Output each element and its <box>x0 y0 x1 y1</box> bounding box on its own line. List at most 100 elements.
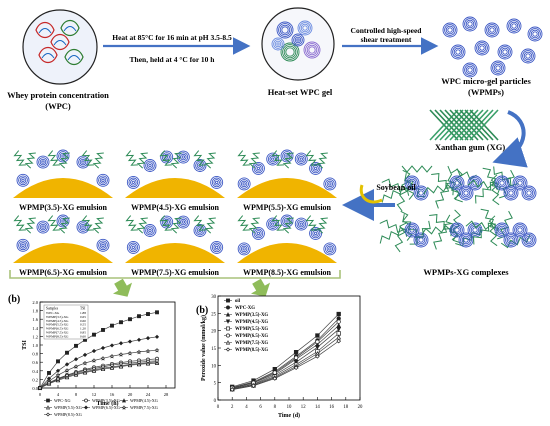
x-tick-label: 16 <box>329 405 334 410</box>
inset-cell: WPC-XG <box>46 311 60 315</box>
series-line <box>232 318 339 388</box>
data-point <box>55 368 61 373</box>
x-tick-label: 20 <box>358 405 363 410</box>
data-point <box>110 323 114 328</box>
y-tick-label: 0.8 <box>32 352 38 357</box>
adsorbed-particle <box>251 161 265 175</box>
data-point <box>82 360 88 366</box>
protein-ribbon <box>50 33 70 51</box>
xg-strand <box>193 215 206 231</box>
xg-strand <box>81 215 94 231</box>
data-point <box>82 370 88 375</box>
complex-particle <box>458 232 474 248</box>
complex-particle <box>521 185 537 201</box>
protein-ribbon <box>38 46 58 64</box>
complex-particle <box>503 185 519 201</box>
y-tick-label: 10 <box>211 364 216 369</box>
data-point <box>118 352 124 357</box>
series-line <box>232 329 339 389</box>
protein-ribbon <box>60 19 80 37</box>
complex-particle <box>458 185 474 201</box>
data-point <box>336 319 341 324</box>
adsorbed-particle <box>294 217 308 231</box>
data-point <box>272 370 277 375</box>
adsorbed-particle <box>36 155 50 169</box>
xg-strand <box>204 152 216 169</box>
data-point <box>225 347 231 352</box>
y-tick-label: 30 <box>211 295 216 300</box>
xg-strand <box>24 217 36 234</box>
oil-droplet <box>125 178 225 198</box>
x-axis-label: Time (d) <box>278 412 300 419</box>
complex-particle <box>413 185 429 201</box>
adsorbed-particle <box>294 152 308 166</box>
xanthan-gum-mesh <box>429 109 499 141</box>
data-point <box>91 366 97 371</box>
protein-ribbon <box>41 53 55 59</box>
y-tick-label: 1.4 <box>32 326 38 331</box>
data-point <box>127 350 133 356</box>
data-point <box>121 398 127 403</box>
y-tick-label: 1.6 <box>32 317 38 322</box>
complex-particle <box>413 232 429 248</box>
data-point <box>100 356 106 361</box>
inset-cell: 0.65 <box>80 315 86 319</box>
data-point <box>46 412 50 417</box>
data-point <box>127 360 133 366</box>
xg-strand <box>474 181 499 204</box>
data-point <box>136 349 142 355</box>
adsorbed-particle <box>56 149 70 163</box>
xg-strand <box>237 150 250 166</box>
data-point <box>119 320 123 325</box>
inset-cell: WPMP(6.5)-XG <box>46 327 69 331</box>
xg-strand <box>445 214 461 244</box>
xg-strand <box>381 185 410 203</box>
y-tick-label: 20 <box>211 330 216 335</box>
inset-cell: WPMP(3.5)-XG <box>46 315 69 319</box>
xg-strand <box>136 217 148 234</box>
data-point <box>84 398 88 403</box>
gel-coil <box>280 42 300 62</box>
data-point <box>154 360 160 366</box>
data-point <box>136 337 142 342</box>
complex-particle <box>404 222 420 238</box>
legend-entry: WPMP(5.5)-XG <box>54 405 82 410</box>
x-tick-label: 12 <box>92 392 97 397</box>
curved-down-arrow <box>492 110 528 168</box>
xg-strand <box>47 215 60 231</box>
adsorbed-particle <box>126 175 140 189</box>
inset-cell: 0.60 <box>80 334 86 338</box>
data-point <box>65 350 69 355</box>
wpmp-particles <box>442 16 543 78</box>
x-tick-label: 28 <box>164 392 169 397</box>
gel-coil <box>271 37 285 51</box>
data-point <box>136 361 142 367</box>
inset-cell: 1.20 <box>80 327 86 331</box>
inset-cell: 1.88 <box>80 311 86 315</box>
chart-peroxide: (b) 0 2 4 6 8 10 12 14 16 18 20 0 5 10 15 20 25 30 Time (d)… <box>196 295 363 419</box>
y-tick-label: 0.0 <box>32 386 38 391</box>
x-tick-label: 18 <box>343 405 348 410</box>
series-line <box>39 362 158 389</box>
wpmp-particle <box>520 48 536 64</box>
inset-cell: 0.55 <box>80 323 86 327</box>
adsorbed-particle <box>126 240 140 254</box>
wpmp-particle <box>442 22 458 38</box>
xg-strand <box>482 167 501 195</box>
complex-particle <box>512 222 528 238</box>
adsorbed-particle <box>309 161 323 175</box>
y-axis-label: Peroxide value (mmol/kg) <box>200 315 207 381</box>
data-point <box>315 333 320 338</box>
panel-tag-b: (b) <box>196 305 208 316</box>
xg-strand <box>316 217 328 234</box>
shear-label-1: Controlled high-speed <box>351 26 423 35</box>
adsorbed-particle <box>143 224 157 237</box>
y-tick-label: 0.4 <box>32 369 38 374</box>
data-point <box>64 368 70 373</box>
data-point <box>109 343 115 348</box>
adsorbed-particle <box>16 238 30 252</box>
legend-entry: WPMP(7.5)-XG <box>130 405 158 410</box>
data-point <box>315 354 320 359</box>
x-tick-label: 6 <box>259 405 262 410</box>
